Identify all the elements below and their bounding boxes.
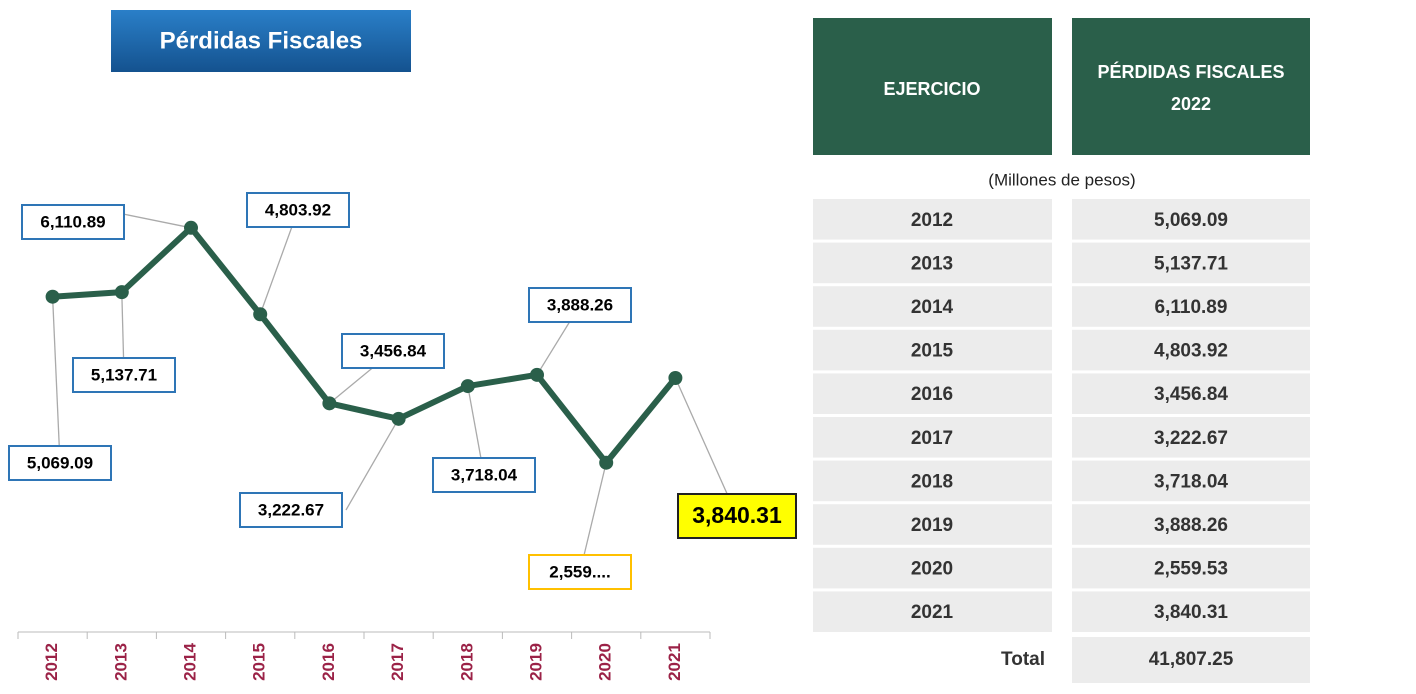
header-cell [1072, 18, 1310, 155]
table-cell [1072, 199, 1310, 240]
label-box [341, 333, 445, 369]
table-cell [813, 417, 1052, 458]
x-tick-label: 2012 [42, 643, 61, 681]
data-label: 4,803.92 [265, 200, 331, 219]
data-label: 2,559.... [549, 562, 610, 581]
leader-line [122, 213, 192, 229]
data-label: 3,222.67 [258, 500, 324, 519]
table-text: 2016 [911, 384, 953, 405]
table-text: 5,069.09 [1154, 210, 1228, 231]
table-cell [813, 199, 1052, 240]
x-tick-label: 2016 [319, 643, 338, 681]
line [52, 224, 678, 466]
x-tick-label: 2020 [596, 643, 615, 681]
table-text: 5,137.71 [1154, 253, 1228, 274]
point [530, 367, 544, 382]
table-text: 2017 [911, 428, 953, 449]
point [599, 455, 614, 470]
table-cell [813, 504, 1052, 545]
table-text: 2018 [911, 471, 953, 492]
label-box [239, 492, 343, 528]
header-text: PÉRDIDAS FISCALES [1097, 61, 1284, 82]
header-cell [813, 18, 1052, 155]
leader-line [579, 462, 607, 573]
x-tick-label: 2015 [250, 643, 269, 681]
table-text: 2,559.53 [1154, 559, 1228, 580]
table-cell [1072, 373, 1310, 414]
table-text: 3,222.67 [1154, 428, 1228, 449]
data-label: 5,137.71 [91, 365, 157, 384]
table-cell [1072, 286, 1310, 327]
label-box [72, 357, 176, 393]
table-cell [813, 591, 1052, 632]
table-text: 2013 [911, 253, 953, 274]
table-cell [813, 460, 1052, 502]
label-box [677, 493, 797, 539]
table-text: 2020 [911, 559, 953, 580]
table-text: 2021 [911, 602, 954, 623]
point [45, 289, 60, 304]
table-text: 3,840.31 [1154, 602, 1228, 623]
point [322, 396, 337, 411]
table-cell [813, 242, 1052, 284]
data-label: 3,840.31 [692, 502, 782, 528]
point [460, 379, 475, 394]
table-cell [1072, 417, 1310, 458]
data-label: 3,456.84 [360, 341, 427, 360]
leader-line [674, 377, 738, 517]
table-text: 2015 [911, 341, 954, 362]
header-text: EJERCICIO [883, 79, 980, 99]
table-text: 3,888.26 [1154, 515, 1228, 536]
table-cell [1072, 329, 1310, 371]
table-subtitle: (Millones de pesos) [988, 170, 1135, 189]
table-text: 4,803.92 [1154, 341, 1228, 362]
data-label: 3,718.04 [451, 465, 518, 484]
point [253, 307, 268, 322]
leader-line [51, 296, 61, 464]
table-text: Total [1001, 649, 1045, 670]
data-label: 5,069.09 [27, 453, 93, 472]
label-box [8, 445, 112, 481]
table-cell [1072, 242, 1310, 284]
table-text: 6,110.89 [1155, 297, 1228, 318]
data-label: 3,888.26 [547, 295, 613, 314]
point [668, 370, 683, 385]
chart-title: Pérdidas Fiscales [160, 27, 363, 54]
point [391, 411, 406, 426]
header-text: 2022 [1171, 94, 1211, 114]
table-text: 2012 [911, 210, 953, 231]
table-text: 3,456.84 [1154, 384, 1228, 405]
x-tick-label: 2014 [180, 643, 199, 681]
table-cell [813, 329, 1052, 371]
x-tick-label: 2021 [665, 643, 684, 681]
label-box [528, 554, 632, 590]
table-cell [1072, 547, 1310, 589]
point [114, 285, 129, 300]
table-cell [813, 286, 1052, 327]
label-box [432, 457, 536, 493]
label-box [528, 287, 632, 323]
point [184, 220, 198, 235]
table-cell [1072, 637, 1310, 683]
table-cell [1072, 460, 1310, 502]
title-box [111, 10, 411, 72]
label-box [21, 204, 125, 240]
data-label: 6,110.89 [40, 212, 105, 231]
table-cell [813, 547, 1052, 589]
leader-line [345, 418, 400, 511]
x-tick-label: 2017 [388, 643, 407, 681]
table-text: 2019 [911, 515, 953, 536]
table-cell [1072, 504, 1310, 545]
x-tick-label: 2013 [111, 643, 130, 681]
table-text: 3,718.04 [1154, 471, 1228, 492]
x-tick-label: 2019 [526, 643, 545, 681]
table-cell [1072, 591, 1310, 632]
table-cell [813, 373, 1052, 414]
label-box [246, 192, 350, 228]
table-text: 2014 [911, 297, 954, 318]
table-text: 41,807.25 [1149, 649, 1234, 670]
x-tick-label: 2018 [457, 643, 476, 681]
